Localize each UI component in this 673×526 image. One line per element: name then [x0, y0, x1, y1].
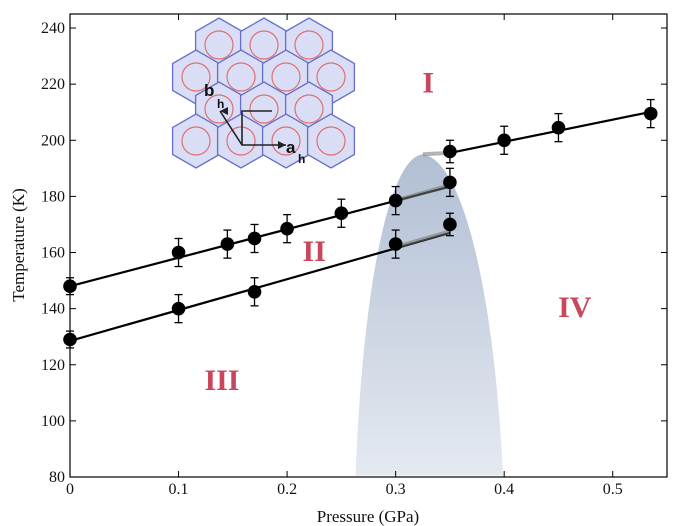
data-point: [247, 231, 262, 246]
lattice-site-circle: [294, 30, 324, 60]
y-tick-label: 160: [41, 245, 65, 262]
y-tick-label: 80: [49, 469, 65, 486]
lattice-site-circle: [249, 94, 279, 124]
data-point: [220, 237, 235, 251]
y-tick-label: 120: [41, 357, 65, 374]
y-tick-label: 100: [41, 413, 65, 430]
lattice-site-circle: [271, 126, 301, 156]
data-point: [551, 120, 566, 135]
x-tick-label: 0: [66, 481, 74, 498]
data-point: [388, 193, 403, 208]
x-tick-label: 0.5: [603, 481, 623, 498]
data-point: [443, 217, 457, 232]
shaded-dome-region: [355, 154, 504, 476]
lattice-site-circle: [181, 62, 211, 92]
fit-line-shade: [395, 229, 451, 249]
lattice-site-circle: [294, 94, 324, 124]
data-point: [497, 133, 511, 148]
phase-label: II: [303, 235, 326, 268]
x-tick-label: 0.1: [169, 481, 189, 498]
lattice-vector-b: [241, 110, 272, 145]
plot-frame: [69, 13, 668, 478]
lattice-site-circle: [316, 126, 346, 156]
phase-label: IV: [558, 291, 592, 324]
fit-line: [449, 109, 657, 154]
data-point: [247, 285, 262, 299]
lattice-label-a: a: [286, 138, 296, 157]
lattice-label-b: b: [204, 81, 214, 100]
data-point: [643, 106, 658, 121]
y-axis-label: Temperature (K): [9, 188, 28, 302]
data-point: [334, 206, 349, 221]
x-tick-label: 0.2: [277, 481, 297, 498]
y-tick-label: 180: [41, 188, 65, 205]
x-axis-label: Pressure (GPa): [317, 507, 419, 526]
phase-label: III: [204, 364, 239, 397]
lattice-label-a-subscript: h: [298, 152, 305, 166]
data-point: [280, 221, 294, 236]
fit-line: [69, 231, 451, 342]
data-point: [171, 245, 186, 260]
y-tick-label: 140: [41, 301, 65, 318]
lattice-site-circle: [271, 62, 301, 92]
data-point: [443, 144, 457, 159]
y-tick-label: 200: [41, 132, 65, 149]
data-point: [443, 175, 457, 190]
arrowhead-icon: [220, 107, 228, 115]
x-tick-label: 0.4: [494, 481, 514, 498]
lattice-site-circle: [316, 62, 346, 92]
lattice-hexagon: [306, 113, 356, 169]
fit-line-shade: [395, 183, 451, 203]
lattice-site-circle: [249, 30, 279, 60]
y-tick-label: 240: [41, 20, 65, 37]
y-tick-label: 220: [41, 76, 65, 93]
x-tick-label: 0.3: [386, 481, 406, 498]
lattice-site-circle: [226, 62, 256, 92]
lattice-label-b-subscript: h: [217, 97, 224, 111]
arrowhead-icon: [278, 141, 286, 149]
lattice-site-circle: [204, 30, 234, 60]
lattice-site-circle: [204, 94, 234, 124]
data-point: [388, 237, 403, 251]
lattice-site-circle: [181, 126, 211, 156]
phase-label: I: [422, 67, 434, 100]
lattice-site-circle: [226, 126, 256, 156]
data-point: [171, 301, 186, 316]
